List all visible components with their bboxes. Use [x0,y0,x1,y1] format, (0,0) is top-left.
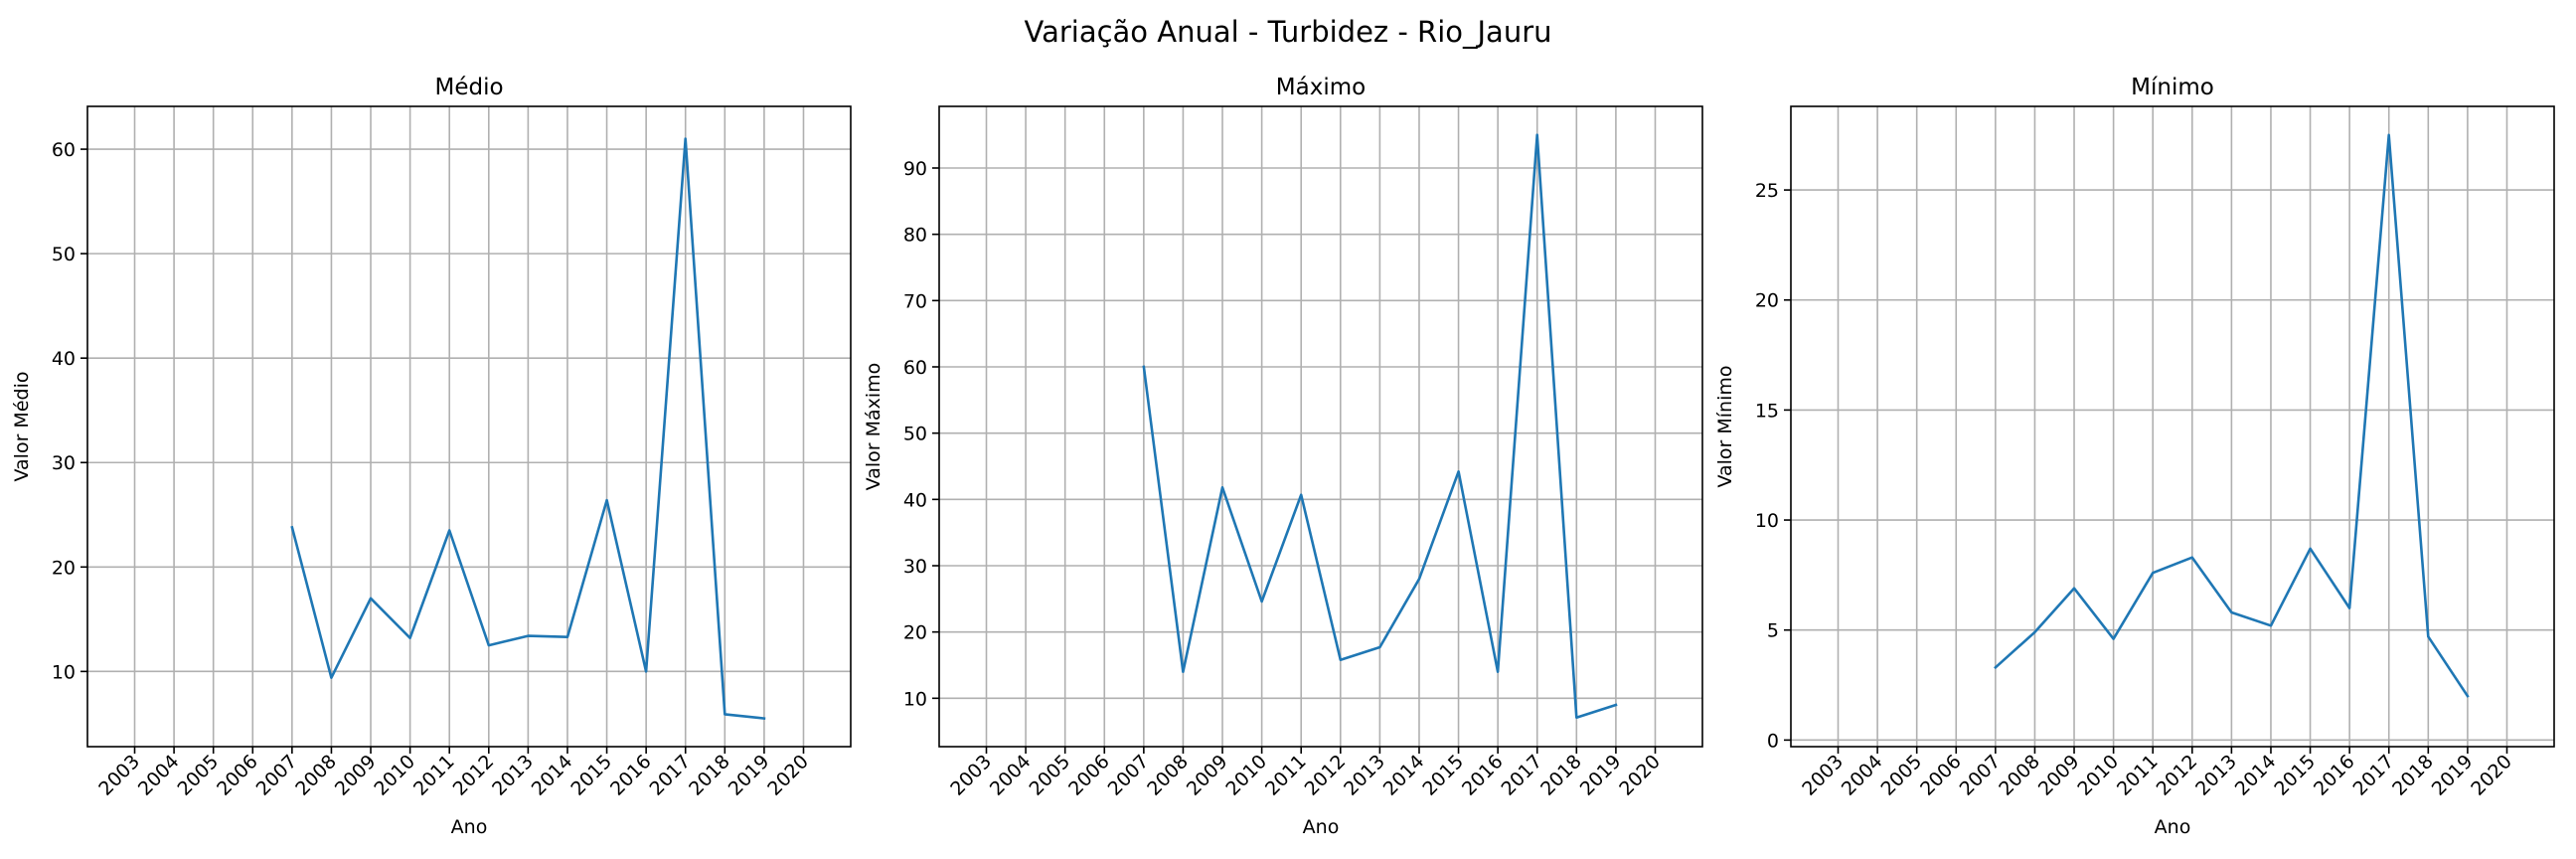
x-tick-label: 2008 [291,751,341,800]
x-tick-label: 2003 [94,751,144,800]
x-tick-label: 2005 [1876,751,1926,800]
x-tick-label: 2019 [1576,751,1626,800]
y-tick-label: 50 [52,244,76,265]
chart-panel-3: 2003200420052006200720082009201020112012… [1714,75,2555,838]
y-tick-label: 80 [903,225,927,247]
x-tick-label: 2014 [2231,751,2281,800]
series-line [290,137,766,721]
y-tick-label: 20 [52,557,76,579]
x-tick-label: 2012 [2153,751,2202,800]
y-tick-label: 90 [903,158,927,180]
axes-frame [86,105,852,748]
y-tick-label: 5 [1767,620,1779,642]
x-tick-label: 2011 [2113,751,2163,800]
y-tick-label: 20 [903,622,927,644]
x-tick-label: 2003 [1798,751,1848,800]
y-tick-label: 10 [1755,510,1779,532]
y-tick-label: 60 [52,139,76,161]
x-tick-label: 2005 [1025,751,1074,800]
x-tick-label: 2012 [449,751,499,800]
x-tick-label: 2015 [566,751,616,800]
x-tick-label: 2007 [252,751,302,800]
panels: 2003200420052006200720082009201020112012… [11,75,2555,838]
y-tick-label: 25 [1755,180,1779,202]
x-tick-label: 2007 [1956,751,2006,800]
x-tick-label: 2005 [173,751,223,800]
axes-frame [938,105,1703,748]
x-tick-label: 2020 [2467,751,2516,800]
x-tick-label: 2010 [1221,751,1271,800]
x-tick-label: 2010 [2073,751,2123,800]
x-tick-label: 2018 [1536,751,1586,800]
y-tick-label: 50 [903,424,927,445]
y-tick-label: 40 [52,348,76,370]
x-axis-label: Ano [1303,816,1340,838]
y-tick-label: 70 [903,290,927,312]
x-tick-label: 2019 [724,751,774,800]
y-tick-label: 30 [52,452,76,474]
x-tick-label: 2012 [1301,751,1351,800]
x-tick-label: 2003 [946,751,996,800]
panel-title: Máximo [1276,75,1366,100]
x-tick-label: 2007 [1104,751,1154,800]
x-tick-label: 2009 [2034,751,2084,800]
x-tick-label: 2014 [528,751,577,800]
y-tick-label: 0 [1767,730,1779,752]
x-tick-label: 2008 [1995,751,2044,800]
x-tick-label: 2015 [2270,751,2320,800]
y-tick-label: 60 [903,357,927,379]
y-axis-label: Valor Máximo [863,363,885,491]
x-tick-label: 2020 [763,751,813,800]
panel-title: Médio [434,75,503,100]
x-tick-label: 2018 [685,751,734,800]
y-tick-label: 15 [1755,400,1779,422]
y-tick-label: 20 [1755,290,1779,312]
x-tick-label: 2013 [2191,751,2241,800]
x-tick-label: 2004 [134,751,184,800]
series-line [1142,133,1618,720]
chart-panel-2: 2003200420052006200720082009201020112012… [863,75,1703,838]
x-tick-label: 2016 [2310,751,2359,800]
x-tick-label: 2004 [1838,751,1887,800]
x-tick-label: 2008 [1143,751,1193,800]
x-tick-label: 2017 [1498,751,1547,800]
x-axis-label: Ano [2155,816,2191,838]
y-tick-label: 30 [903,556,927,578]
x-tick-label: 2019 [2428,751,2478,800]
x-tick-label: 2009 [331,751,381,800]
y-axis-label: Valor Mínimo [1714,365,1736,487]
x-tick-label: 2013 [488,751,538,800]
y-tick-label: 10 [903,688,927,710]
x-tick-label: 2018 [2388,751,2438,800]
x-tick-label: 2013 [1340,751,1389,800]
x-tick-label: 2014 [1379,751,1429,800]
x-axis-label: Ano [451,816,488,838]
x-tick-label: 2011 [409,751,459,800]
x-tick-label: 2004 [986,751,1036,800]
x-tick-label: 2006 [1064,751,1114,800]
axes-frame [1790,105,2555,748]
panel-title: Mínimo [2131,75,2214,100]
x-tick-label: 2006 [1916,751,1966,800]
x-tick-label: 2020 [1615,751,1665,800]
chart-panel-1: 2003200420052006200720082009201020112012… [11,75,852,838]
x-tick-label: 2006 [213,751,262,800]
x-tick-label: 2010 [370,751,419,800]
x-tick-label: 2009 [1183,751,1232,800]
y-axis-label: Valor Médio [11,372,33,482]
series-line [1994,133,2470,698]
x-tick-label: 2011 [1261,751,1311,800]
figure-title: Variação Anual - Turbidez - Rio_Jauru [1024,15,1551,49]
x-tick-label: 2016 [1458,751,1508,800]
x-tick-label: 2017 [2349,751,2399,800]
x-tick-label: 2017 [646,751,696,800]
y-tick-label: 10 [52,661,76,683]
x-tick-label: 2016 [606,751,656,800]
x-tick-label: 2015 [1418,751,1468,800]
y-tick-label: 40 [903,489,927,511]
